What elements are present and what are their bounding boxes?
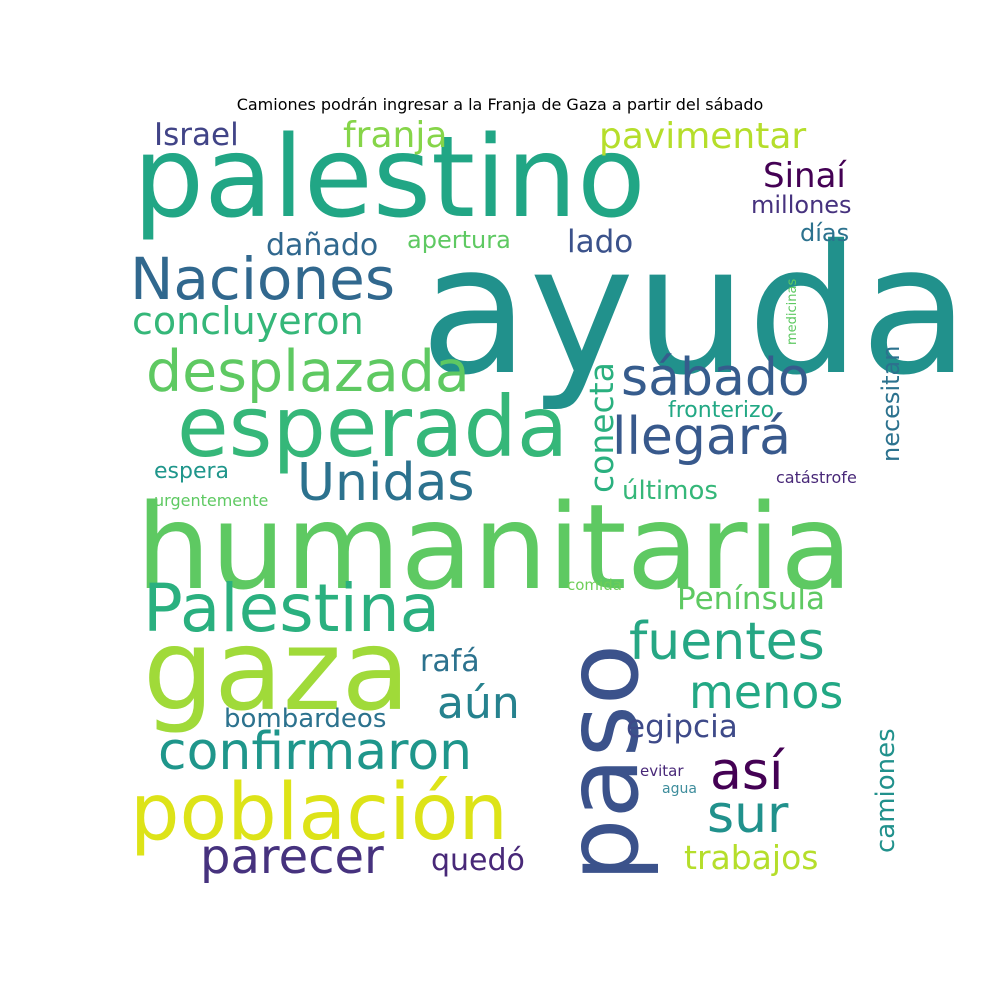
cloud-word-4: paso: [544, 643, 661, 882]
cloud-word-31: lado: [567, 224, 634, 260]
cloud-word-2: palestino: [133, 113, 646, 243]
cloud-word-28: conecta: [582, 362, 621, 493]
cloud-word-1: humanitaria: [136, 478, 853, 616]
cloud-word-46: evitar: [640, 762, 684, 780]
cloud-word-0: ayuda: [420, 207, 970, 414]
cloud-word-19: concluyeron: [132, 299, 364, 343]
cloud-word-11: fuentes: [629, 612, 825, 672]
cloud-word-14: Unidas: [297, 453, 475, 513]
cloud-word-17: así: [710, 742, 784, 802]
cloud-word-22: franja: [343, 115, 448, 156]
cloud-word-5: esperada: [177, 378, 569, 476]
cloud-word-3: gaza: [143, 606, 411, 736]
cloud-word-47: agua: [662, 781, 697, 797]
cloud-word-45: comida: [567, 576, 622, 594]
cloud-word-29: camiones: [871, 728, 901, 853]
cloud-word-33: quedó: [431, 843, 525, 878]
cloud-word-9: desplazada: [146, 339, 470, 405]
cloud-word-39: fronterizo: [668, 398, 775, 423]
cloud-word-6: población: [130, 768, 508, 858]
cloud-word-41: espera: [154, 459, 230, 484]
cloud-word-7: Palestina: [143, 570, 441, 647]
cloud-word-13: llegará: [612, 407, 792, 467]
cloud-word-12: sábado: [621, 348, 810, 408]
cloud-word-34: bombardeos: [224, 704, 387, 734]
cloud-word-27: egipcia: [626, 709, 738, 745]
cloud-word-24: Sinaí: [763, 156, 846, 196]
cloud-word-26: Península: [677, 581, 825, 617]
page-title: Camiones podrán ingresar a la Franja de …: [236, 95, 764, 114]
cloud-word-23: pavimentar: [599, 116, 807, 157]
cloud-word-15: menos: [689, 665, 844, 719]
cloud-word-43: catástrofe: [776, 468, 857, 487]
cloud-word-42: urgentemente: [154, 491, 269, 510]
cloud-word-44: medicinas: [785, 278, 800, 345]
cloud-word-20: aún: [437, 678, 520, 729]
cloud-word-8: Naciones: [130, 245, 396, 313]
cloud-word-35: millones: [751, 191, 852, 219]
cloud-word-10: confirmaron: [158, 722, 473, 782]
cloud-word-21: Israel: [154, 117, 239, 153]
cloud-word-16: parecer: [200, 829, 384, 885]
cloud-word-36: días: [800, 219, 850, 247]
cloud-word-30: dañado: [266, 228, 379, 263]
cloud-word-25: trabajos: [684, 838, 819, 877]
cloud-word-37: apertura: [407, 226, 511, 254]
cloud-word-18: sur: [707, 785, 789, 845]
cloud-word-40: últimos: [622, 476, 718, 506]
cloud-word-32: rafá: [420, 644, 480, 679]
cloud-word-38: necesitan: [877, 345, 905, 462]
